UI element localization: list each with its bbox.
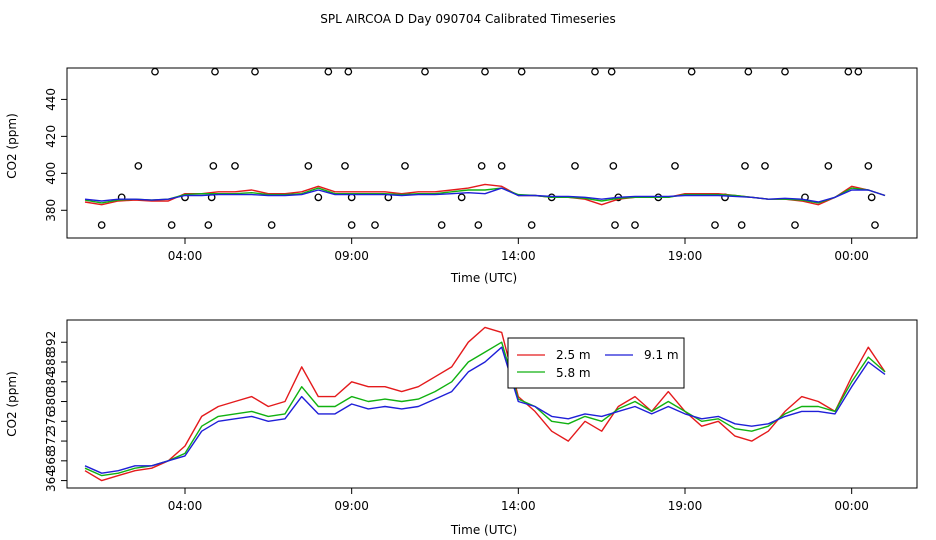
bottom-y-tick-label: 380 [44,390,58,413]
legend-box [507,337,685,389]
qc-marker [151,67,159,76]
qc-marker [854,67,863,76]
bottom-y-tick-label: 392 [44,331,58,354]
qc-marker [477,162,486,170]
bottom-y-tick-label: 376 [44,410,58,433]
qc-marker [481,67,489,76]
qc-marker [781,67,789,76]
legend: 2.5 m 5.8 m 9.1 m [507,337,685,389]
bottom-y-tick-label: 384 [44,370,58,393]
top-x-tick-label: 04:00 [168,249,203,263]
figure-title: SPL AIRCOA D Day 090704 Calibrated Times… [320,12,615,26]
qc-marker [304,162,313,170]
top-y-axis: 380 400 420 440 [44,88,67,222]
legend-label-2-5m: 2.5 m [556,348,591,362]
bottom-panel: 04:00 09:00 14:00 19:00 00:00 36436837237638… [5,319,918,537]
qc-marker [611,221,619,229]
top-plot-frame [66,67,918,239]
bottom-y-tick-label: 364 [44,469,58,492]
top-x-axis: 04:00 09:00 14:00 19:00 00:00 [168,238,869,263]
qc-marker [631,221,639,229]
bottom-plot-frame [66,319,918,489]
qc-marker [267,221,276,229]
bottom-y-tick-label: 388 [44,351,58,374]
bottom-x-tick-label: 14:00 [501,499,536,513]
legend-label-9-1m: 9.1 m [644,348,679,362]
qc-marker [341,162,349,170]
top-series-lines [84,183,886,206]
qc-marker [97,221,106,229]
top-x-tick-label: 09:00 [334,249,369,263]
top-y-tick-label: 440 [44,88,58,111]
top-series-2-5m [84,183,886,206]
top-y-tick-label: 420 [44,125,58,148]
qc-marker [347,221,356,229]
qc-marker [711,221,719,229]
bottom-x-tick-label: 19:00 [668,499,703,513]
qc-marker [791,221,799,229]
top-y-tick-label: 380 [44,199,58,222]
top-series-9-1m [84,187,886,203]
qc-marker [167,221,176,229]
top-x-tick-label: 14:00 [501,249,536,263]
qc-marker [671,162,679,170]
qc-marker [497,162,506,170]
qc-marker [737,221,746,229]
qc-marker [314,193,323,202]
bottom-x-axis-label: Time (UTC) [450,523,517,537]
bottom-series-9-1m [84,346,886,474]
qc-marker [609,162,618,170]
qc-marker [741,162,749,170]
qc-marker [371,221,379,229]
qc-marker [204,221,213,229]
bottom-series-lines [84,326,886,482]
qc-marker [344,67,353,76]
qc-marker [134,162,143,170]
qc-marker [401,162,409,170]
qc-marker [527,221,536,229]
qc-marker [744,67,753,76]
qc-marker [517,67,526,76]
qc-marker [867,193,876,202]
bottom-y-tick-label: 368 [44,449,58,472]
qc-marker [591,67,599,76]
bottom-series-5-8m [84,341,886,477]
qc-marker [474,221,483,229]
bottom-x-tick-label: 00:00 [834,499,869,513]
bottom-y-tick-label: 372 [44,430,58,453]
qc-marker [437,221,446,229]
qc-marker [571,162,579,170]
qc-marker [251,67,259,76]
qc-marker [607,67,616,76]
qc-marker [211,67,219,76]
bottom-x-tick-label: 04:00 [168,499,203,513]
qc-marker [209,162,218,170]
qc-marker [687,67,696,76]
bottom-x-tick-label: 09:00 [334,499,369,513]
bottom-y-axis-label: CO2 (ppm) [5,371,19,437]
qc-marker [324,67,333,76]
top-y-axis-label: CO2 (ppm) [5,113,19,179]
top-x-tick-label: 19:00 [668,249,703,263]
qc-marker [457,193,466,202]
qc-marker [844,67,853,76]
top-y-tick-label: 400 [44,162,58,185]
qc-marker [761,162,769,170]
top-x-tick-label: 00:00 [834,249,869,263]
bottom-x-axis: 04:00 09:00 14:00 19:00 00:00 [168,488,869,513]
qc-marker [864,162,873,170]
qc-marker [231,162,239,170]
top-panel: 04:00 09:00 14:00 19:00 00:00 380 400 420 440 T… [5,67,918,285]
qc-marker [421,67,429,76]
top-qc-markers [97,67,879,229]
legend-label-5-8m: 5.8 m [556,366,591,380]
qc-marker [871,221,879,229]
bottom-series-2-5m [84,326,886,482]
top-x-axis-label: Time (UTC) [450,271,517,285]
qc-marker [824,162,833,170]
